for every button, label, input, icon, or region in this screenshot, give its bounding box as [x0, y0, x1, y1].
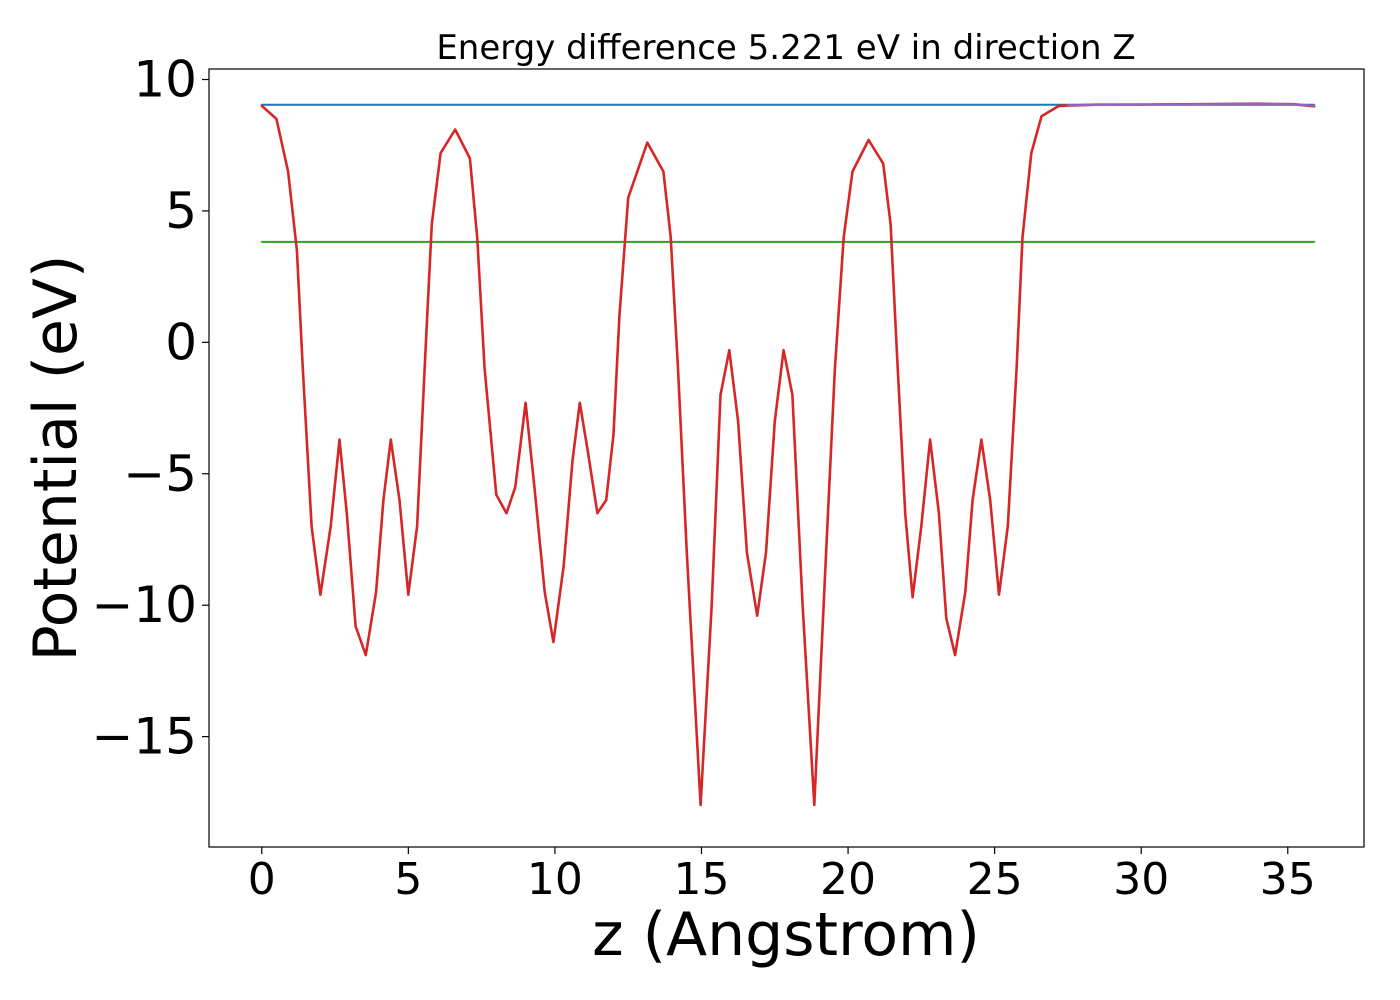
- y-tick-label: −5: [123, 445, 197, 503]
- x-tick-label: 5: [394, 854, 422, 905]
- plot-frame: [208, 68, 1365, 848]
- x-tick-label: 10: [527, 854, 583, 905]
- y-tick-label: −15: [91, 708, 197, 766]
- x-tick-label: 25: [967, 854, 1023, 905]
- x-tick-label: 20: [820, 854, 876, 905]
- y-tick-label: 5: [165, 182, 197, 240]
- x-axis-label: z (Angstrom): [592, 900, 980, 970]
- x-tick-label: 15: [673, 854, 729, 905]
- x-tick-label: 35: [1260, 854, 1316, 905]
- series-line-overlay: [1066, 102, 1316, 107]
- y-tick-label: 0: [165, 313, 197, 371]
- y-tick-label: 10: [133, 51, 197, 109]
- x-tick-label: 0: [248, 854, 276, 905]
- chart-title: Energy difference 5.221 eV in direction …: [436, 28, 1135, 68]
- y-axis: 10 5 0 −5 −10 −15: [91, 51, 209, 766]
- x-tick-label: 30: [1113, 854, 1169, 905]
- x-axis: 0 5 10 15 20 25 30 35: [248, 847, 1316, 905]
- series-line-planar-average-potential: [260, 102, 1316, 807]
- y-tick-label: −10: [91, 576, 197, 634]
- y-axis-label: Potential (eV): [21, 255, 91, 662]
- series-layer: [260, 102, 1316, 807]
